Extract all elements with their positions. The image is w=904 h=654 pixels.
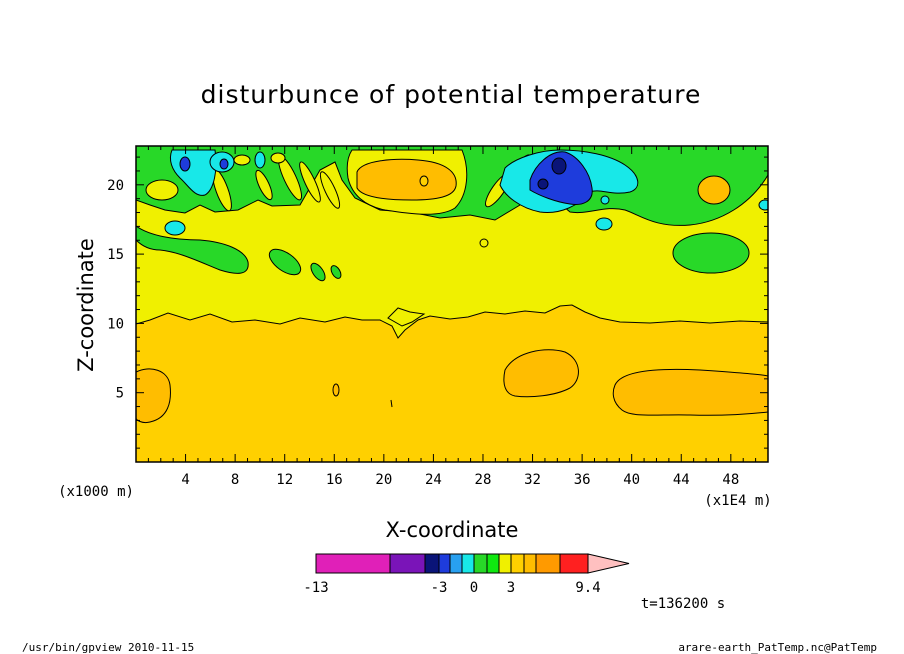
x-tick-label: 28 <box>475 472 492 488</box>
colorbar-segment <box>473 553 488 574</box>
cell-left-cyan-4 <box>164 220 186 236</box>
colorbar-label: 3 <box>507 580 515 596</box>
wave-yellow-4 <box>299 161 321 203</box>
y-tick-label: 20 <box>107 178 124 194</box>
y-axis-label: Z-coordinate <box>74 238 98 372</box>
cell-right-navy-1 <box>551 157 567 175</box>
cell-center-gold <box>356 158 457 201</box>
y-tick-label: 5 <box>116 386 124 402</box>
cell-right-navy-2 <box>537 178 549 190</box>
cell-left-blue-1 <box>179 156 191 172</box>
plot-frame <box>135 145 769 463</box>
footer-left: /usr/bin/gpview 2010-11-15 <box>22 641 194 654</box>
cell-right-blue <box>529 151 593 205</box>
footer-right: arare-earth_PatTemp.nc@PatTemp <box>678 641 877 654</box>
chart-title: disturbunce of potential temperature <box>201 80 702 109</box>
cell-lower-mid-orange <box>503 349 579 398</box>
wave-yellow-6 <box>145 179 179 201</box>
colorbar-segment <box>523 553 537 574</box>
cell-right-cyan-4 <box>758 199 768 211</box>
y-tick-label: 10 <box>107 316 124 332</box>
streak-green-2 <box>310 262 326 282</box>
y-unit-label: (x1000 m) <box>58 484 134 500</box>
band-yellow-tongue <box>387 307 426 327</box>
x-tick-label: 20 <box>375 472 392 488</box>
x-tick-label: 48 <box>722 472 739 488</box>
time-annotation: t=136200 s <box>641 596 725 612</box>
colorbar-segment <box>449 553 463 574</box>
colorbar-label: 0 <box>470 580 478 596</box>
colorbar-segment <box>315 553 391 574</box>
cell-lower-right-orange <box>612 368 768 416</box>
colorbar-labels: -13 -3 0 3 9.4 <box>303 580 600 596</box>
colorbar-extension-arrow <box>587 553 630 574</box>
colorbar-segment <box>461 553 475 574</box>
y-axis: 5 10 15 20 <box>107 156 768 449</box>
cell-left-blue-2 <box>219 158 229 170</box>
colorbar-segment <box>389 553 426 574</box>
x-tick-label: 44 <box>673 472 690 488</box>
x-tick-label: 12 <box>276 472 293 488</box>
x-tick-label: 36 <box>574 472 591 488</box>
colorbar-segment <box>486 553 500 574</box>
colorbar-segment <box>510 553 525 574</box>
wave-yellow-5 <box>319 171 341 209</box>
cell-left-cyan-3 <box>254 151 266 169</box>
cell-right-cyan-3 <box>600 195 610 205</box>
streak-green-3 <box>330 265 342 279</box>
colorbar-segment <box>498 553 512 574</box>
colorbar-label: -3 <box>431 580 448 596</box>
wave-yellow-2 <box>255 169 273 201</box>
x-tick-label: 32 <box>524 472 541 488</box>
x-tick-label: 16 <box>326 472 343 488</box>
wave-yellow-8 <box>270 152 286 164</box>
colorbar-segment <box>438 553 451 574</box>
x-unit-label: (x1E4 m) <box>704 493 771 509</box>
cell-small-yellow <box>479 238 489 248</box>
x-axis-label: X-coordinate <box>386 518 519 542</box>
streak-green-1 <box>268 248 302 276</box>
cell-center-gold-core <box>419 175 429 187</box>
colorbar-segment <box>535 553 561 574</box>
band-left-green-lobe <box>136 225 249 274</box>
cell-right-orange-upper <box>697 175 731 205</box>
cell-small-mark-2 <box>390 399 393 408</box>
colorbar <box>315 553 630 574</box>
y-tick-label: 15 <box>107 247 124 263</box>
plot-area <box>135 145 769 463</box>
x-axis: 4 8 12 16 20 24 28 32 36 40 44 48 <box>147 146 757 488</box>
x-tick-label: 4 <box>181 472 189 488</box>
colorbar-segment <box>424 553 440 574</box>
wave-yellow-7 <box>233 154 251 166</box>
colorbar-segment <box>559 553 589 574</box>
cell-small-mark-1 <box>332 383 340 397</box>
x-tick-label: 8 <box>231 472 239 488</box>
cell-right-cyan-2 <box>595 217 613 231</box>
colorbar-label: 9.4 <box>575 580 600 596</box>
x-tick-label: 24 <box>425 472 442 488</box>
cell-right-green <box>672 232 750 274</box>
colorbar-label: -13 <box>303 580 328 596</box>
x-tick-label: 40 <box>623 472 640 488</box>
